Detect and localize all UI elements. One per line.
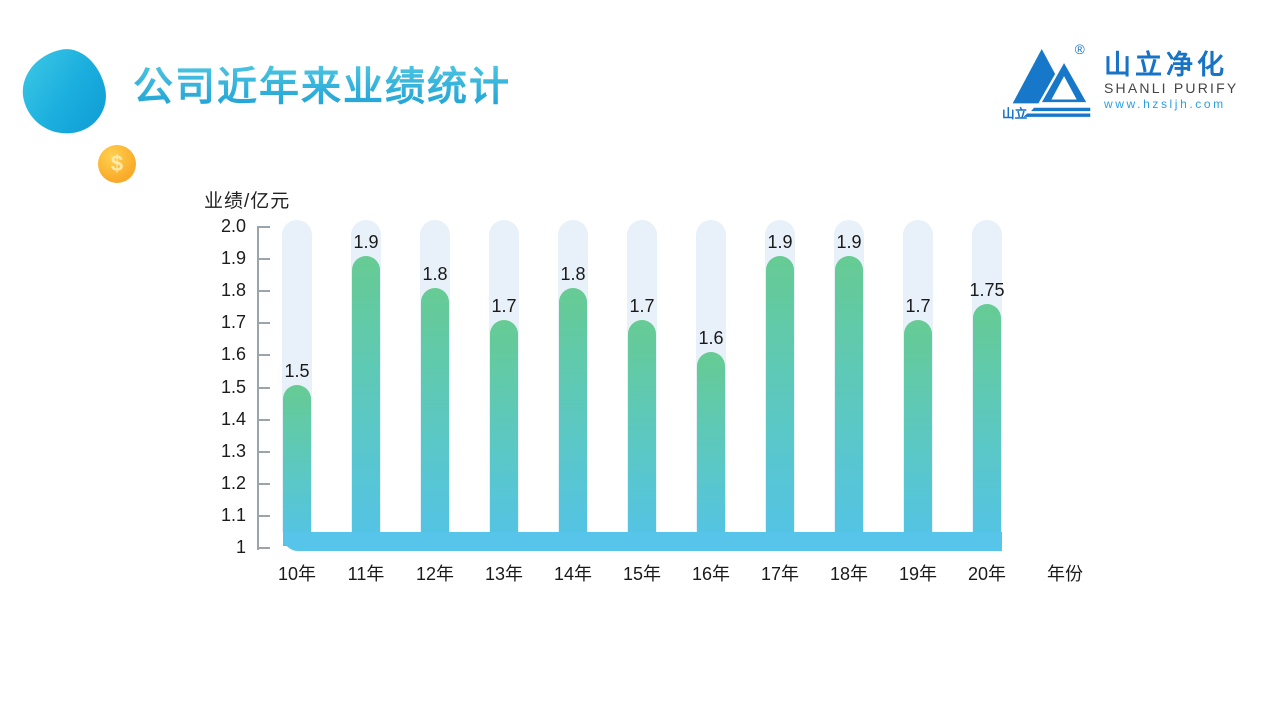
bar	[490, 320, 518, 546]
y-tick-mark	[257, 226, 270, 228]
logo-stratum-line	[1031, 107, 1091, 112]
brand-name-en: SHANLI PURIFY	[1104, 80, 1239, 96]
x-tick-label: 10年	[277, 564, 317, 584]
bar	[766, 256, 794, 546]
y-tick-label: 1.9	[220, 248, 246, 269]
bar	[628, 320, 656, 546]
y-tick-mark	[257, 482, 270, 485]
dollar-coin-icon: $	[98, 145, 136, 183]
logo-stratum-line	[1023, 113, 1091, 117]
x-tick-label: 17年	[760, 564, 800, 584]
bar-value-label: 1.5	[284, 360, 310, 381]
bar-value-label: 1.8	[422, 264, 448, 285]
bar	[283, 384, 311, 546]
y-axis-title: 业绩/亿元	[204, 191, 291, 212]
y-tick-mark	[257, 258, 270, 261]
y-tick-label: 1.5	[220, 376, 246, 397]
x-tick-label: 14年	[553, 564, 593, 584]
y-tick-mark	[257, 418, 270, 421]
bar-value-label: 1.9	[353, 232, 379, 253]
bar	[352, 256, 380, 546]
bar-value-label: 1.75	[969, 280, 1005, 301]
x-tick-label: 15年	[622, 564, 662, 584]
mountain-notch	[1051, 76, 1077, 100]
brand-logo: 山立 ® 山立净化 SHANLI PURIFY www.hzsljh.com	[1001, 41, 1238, 123]
y-tick-label: 1.7	[220, 312, 246, 333]
logo-mark-text: 山立	[1002, 106, 1028, 121]
x-tick-label: 12年	[415, 564, 455, 584]
y-tick-mark	[257, 386, 270, 389]
bar	[697, 352, 725, 546]
y-tick-mark	[257, 290, 270, 293]
x-tick-label: 11年	[347, 564, 385, 584]
y-tick-mark	[257, 514, 270, 517]
bar-value-label: 1.9	[767, 232, 793, 253]
page-title: 公司近年来业绩统计	[133, 62, 511, 112]
y-tick-label: 1.6	[220, 344, 246, 365]
bar	[559, 288, 587, 546]
x-tick-label: 19年	[898, 564, 938, 584]
brand-name-cn: 山立净化	[1104, 50, 1228, 80]
logo-text-block: 山立净化 SHANLI PURIFY www.hzsljh.com	[1104, 41, 1238, 112]
x-tick-label: 20年	[967, 564, 1007, 584]
y-tick-label: 1	[235, 537, 246, 557]
bar-value-label: 1.8	[560, 264, 586, 285]
bar	[904, 320, 932, 546]
y-axis-line	[257, 227, 259, 550]
bar-value-label: 1.6	[698, 328, 724, 349]
baseline-band	[283, 532, 1002, 551]
bar	[835, 256, 863, 546]
x-tick-label: 18年	[829, 564, 869, 584]
bar-value-label: 1.7	[905, 296, 931, 317]
y-tick-mark	[257, 322, 270, 325]
x-tick-label: 16年	[691, 564, 731, 584]
x-axis-title: 年份	[1047, 564, 1083, 584]
y-tick-label: 1.8	[220, 280, 246, 301]
x-tick-label: 13年	[484, 564, 524, 584]
dollar-symbol: $	[110, 151, 124, 176]
y-tick-label: 1.2	[220, 472, 246, 493]
bar	[421, 288, 449, 546]
y-tick-mark	[257, 547, 270, 549]
y-tick-mark	[257, 450, 270, 453]
y-tick-label: 1.1	[220, 504, 246, 525]
y-tick-label: 2.0	[220, 216, 246, 236]
y-tick-mark	[257, 354, 270, 357]
registered-mark: ®	[1075, 42, 1085, 57]
bar-value-label: 1.7	[629, 296, 655, 317]
bar	[973, 304, 1001, 546]
y-tick-label: 1.3	[220, 440, 246, 461]
bar-value-label: 1.7	[491, 296, 517, 317]
y-tick-label: 1.4	[220, 408, 246, 429]
mountain-logo-icon: 山立 ®	[1002, 42, 1091, 121]
bar-value-label: 1.9	[836, 232, 862, 253]
brand-website: www.hzsljh.com	[1104, 97, 1226, 111]
